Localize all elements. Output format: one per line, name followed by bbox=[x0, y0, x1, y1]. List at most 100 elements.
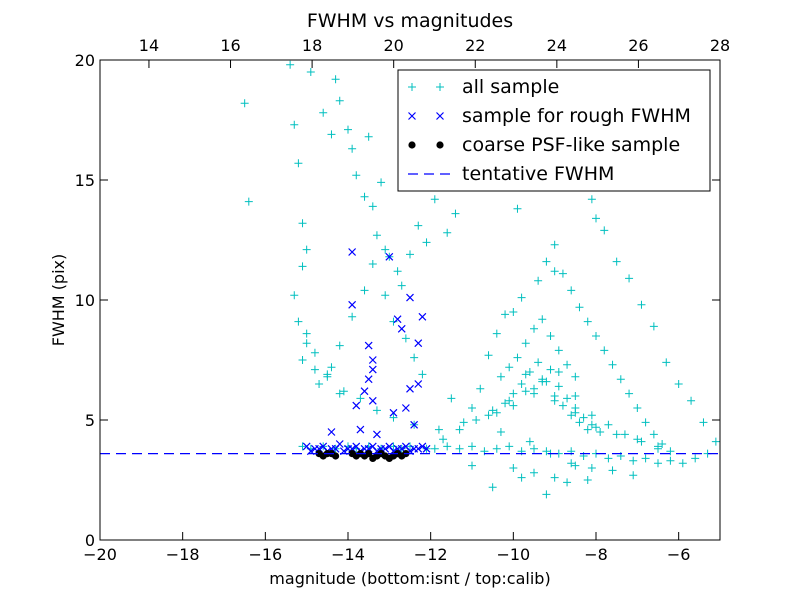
data-point bbox=[327, 363, 336, 372]
data-point bbox=[538, 377, 547, 386]
data-point bbox=[310, 348, 319, 357]
data-point bbox=[484, 351, 493, 360]
data-point bbox=[550, 392, 559, 400]
data-point bbox=[608, 466, 617, 475]
data-point bbox=[525, 437, 534, 446]
data-point bbox=[488, 406, 497, 415]
data-point bbox=[286, 60, 295, 69]
data-point bbox=[364, 375, 373, 384]
data-point bbox=[339, 387, 348, 396]
data-point bbox=[563, 360, 572, 369]
data-point bbox=[501, 399, 510, 408]
y-tick-label: 10 bbox=[75, 291, 95, 310]
data-point bbox=[290, 120, 299, 129]
data-point bbox=[587, 420, 596, 429]
data-point bbox=[654, 459, 662, 468]
data-point bbox=[538, 315, 547, 324]
data-point bbox=[530, 324, 538, 333]
data-point bbox=[649, 322, 658, 331]
legend-marker bbox=[408, 141, 416, 149]
x-tick-label: −20 bbox=[83, 545, 117, 564]
data-point bbox=[604, 420, 613, 429]
data-point bbox=[455, 425, 464, 434]
data-point bbox=[542, 490, 551, 499]
data-point bbox=[525, 368, 534, 376]
data-point bbox=[501, 310, 510, 319]
data-point bbox=[496, 372, 505, 381]
series-0 bbox=[240, 60, 720, 499]
ticks-layer: −20 −18 −16 −14 −12 −10 −8 −6 14 16 18 20 22 24 26 28 0 5… bbox=[75, 36, 731, 564]
data-point bbox=[558, 269, 567, 278]
data-point bbox=[360, 387, 369, 396]
data-point bbox=[592, 214, 600, 223]
data-point bbox=[352, 401, 361, 410]
data-point bbox=[327, 130, 336, 139]
legend-marker bbox=[436, 83, 444, 91]
data-point bbox=[393, 267, 402, 276]
data-point bbox=[298, 262, 307, 271]
data-point bbox=[509, 464, 518, 472]
series-2 bbox=[315, 450, 410, 462]
legend: all sample sample for rough FWHM coarse … bbox=[397, 69, 711, 192]
data-point bbox=[348, 248, 357, 256]
data-point bbox=[294, 159, 303, 168]
data-point bbox=[571, 461, 580, 470]
data-point bbox=[571, 372, 580, 381]
data-point bbox=[521, 370, 530, 379]
data-point bbox=[546, 332, 555, 340]
data-point bbox=[554, 382, 563, 391]
data-point bbox=[406, 384, 414, 393]
data-point bbox=[558, 401, 567, 410]
legend-marker bbox=[408, 112, 416, 120]
data-point bbox=[381, 245, 390, 254]
data-point bbox=[633, 435, 642, 444]
data-point bbox=[596, 428, 605, 436]
data-point bbox=[348, 312, 357, 321]
legend-label-rough-fwhm: sample for rough FWHM bbox=[462, 105, 691, 127]
data-point bbox=[406, 250, 414, 259]
top-tick-label: 18 bbox=[302, 36, 322, 55]
data-point bbox=[368, 202, 377, 211]
data-point bbox=[364, 132, 373, 141]
top-tick-label: 24 bbox=[547, 36, 567, 55]
data-point bbox=[356, 425, 365, 434]
x-tick-label: −8 bbox=[584, 545, 608, 564]
data-point bbox=[401, 404, 410, 412]
data-point bbox=[472, 416, 481, 424]
data-point bbox=[658, 440, 667, 448]
data-point bbox=[492, 329, 501, 338]
data-point bbox=[302, 339, 311, 348]
data-point bbox=[468, 404, 476, 412]
data-point bbox=[240, 99, 249, 108]
y-tick-label: 0 bbox=[85, 531, 95, 550]
data-point bbox=[637, 437, 646, 446]
data-point bbox=[633, 404, 642, 412]
data-point bbox=[649, 430, 658, 439]
data-point bbox=[397, 324, 406, 333]
data-point bbox=[509, 308, 518, 316]
top-tick-label: 14 bbox=[139, 36, 159, 55]
data-point bbox=[360, 192, 369, 201]
data-point bbox=[373, 430, 381, 439]
data-point bbox=[616, 375, 625, 384]
top-tick-label: 20 bbox=[384, 36, 404, 55]
data-point bbox=[364, 341, 373, 350]
data-point bbox=[414, 339, 423, 348]
data-point bbox=[583, 476, 592, 484]
data-point bbox=[302, 329, 311, 338]
data-point bbox=[468, 442, 476, 451]
data-point bbox=[368, 356, 377, 364]
data-point bbox=[365, 450, 373, 458]
data-point bbox=[331, 75, 340, 84]
data-point bbox=[389, 317, 398, 326]
top-tick-label: 16 bbox=[220, 36, 240, 55]
data-point bbox=[372, 406, 381, 415]
data-point bbox=[381, 291, 390, 300]
data-point bbox=[579, 413, 588, 422]
data-point bbox=[360, 286, 369, 295]
data-point bbox=[567, 459, 576, 468]
data-point bbox=[521, 339, 530, 348]
data-point bbox=[484, 411, 493, 420]
legend-marker bbox=[436, 112, 444, 120]
